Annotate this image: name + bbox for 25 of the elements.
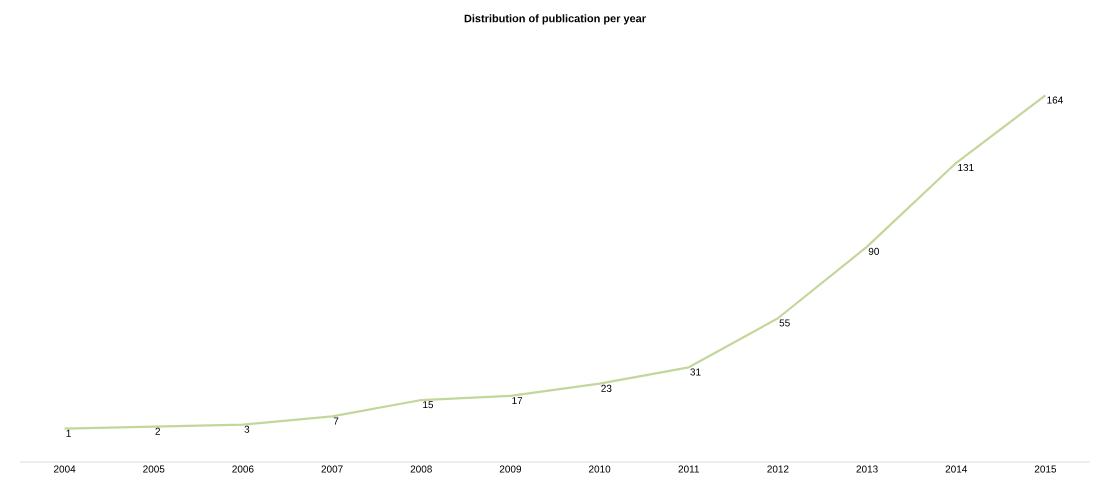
data-label: 17 xyxy=(512,397,523,404)
data-label: 131 xyxy=(958,164,974,172)
data-label: 2 xyxy=(155,427,160,435)
x-tick-label: 2009 xyxy=(499,465,522,473)
data-label: 3 xyxy=(244,425,250,433)
x-tick-label: 2012 xyxy=(767,465,789,473)
x-tick-label: 2005 xyxy=(143,465,165,473)
x-tick-label: 2010 xyxy=(589,465,611,473)
data-label: 31 xyxy=(690,368,701,376)
x-tick-label: 2007 xyxy=(321,465,343,473)
x-tick-label: 2006 xyxy=(232,465,254,473)
x-tick-label: 2011 xyxy=(678,465,699,473)
x-tick-label: 2014 xyxy=(945,465,968,473)
data-label: 90 xyxy=(868,247,879,255)
data-label: 15 xyxy=(423,401,434,409)
data-label: 164 xyxy=(1047,96,1063,104)
data-label: 55 xyxy=(779,319,790,327)
x-tick-label: 2013 xyxy=(856,465,878,473)
data-label: 7 xyxy=(333,417,339,425)
x-tick-label: 2015 xyxy=(1034,465,1057,473)
data-label: 1 xyxy=(66,429,71,437)
x-tick-label: 2004 xyxy=(54,465,76,473)
data-label: 23 xyxy=(601,384,612,392)
x-tick-label: 2008 xyxy=(410,465,432,473)
chart-title: Distribution of publication per year xyxy=(464,14,646,25)
